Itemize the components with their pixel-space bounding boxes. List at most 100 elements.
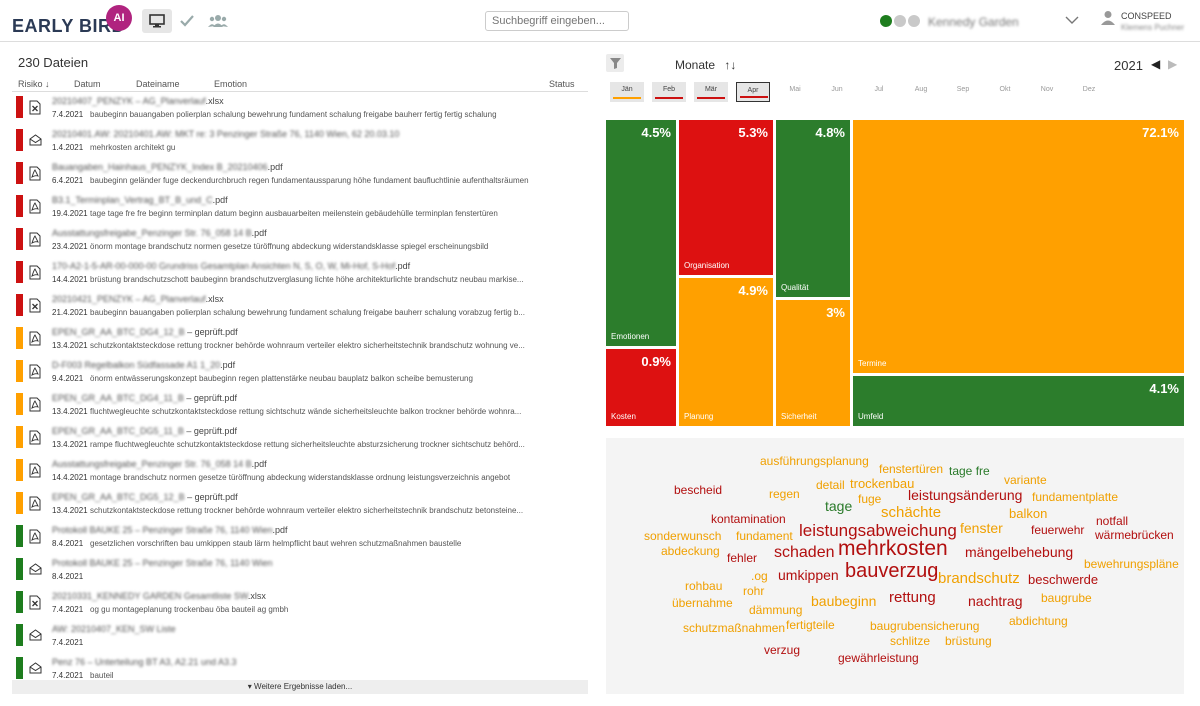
word-cloud-term[interactable]: kontamination [711,511,786,526]
load-more-button[interactable]: ▾ Weitere Ergebnisse laden... [12,680,588,694]
word-cloud-term[interactable]: ausführungsplanung [760,453,869,468]
table-row[interactable]: 170-A2-1-5-AR-00-000-00 Grundriss Gesamt… [12,258,588,291]
word-cloud-term[interactable]: tage [825,498,853,515]
word-cloud-term[interactable]: feuerwehr [1031,522,1085,537]
treemap-tile-umfeld[interactable]: 4.1% Umfeld [853,376,1184,426]
word-cloud-term[interactable]: sonderwunsch [644,528,722,543]
word-cloud-term[interactable]: tage fre [949,463,990,478]
previous-year-icon[interactable]: ◀ [1151,57,1161,71]
month-12[interactable]: Dez [1072,82,1106,102]
table-row[interactable]: EPEN_GR_AA_BTC_DG5_11_B – geprüft.pdf 13.… [12,423,588,456]
file-name[interactable]: 20210407_PENZYK – AG_Planverlauf.xlsx [52,96,224,106]
month-3[interactable]: Mär [694,82,728,102]
arrow-up-icon[interactable]: ↑ [724,58,731,72]
month-7[interactable]: Jul [862,82,896,102]
table-row[interactable]: 20210407_PENZYK – AG_Planverlauf.xlsx 7.4… [12,93,588,126]
month-10[interactable]: Okt [988,82,1022,102]
month-5[interactable]: Mai [778,82,812,102]
table-row[interactable]: EPEN_GR_AA_BTC_DG4_12_B – geprüft.pdf 13.… [12,324,588,357]
file-name[interactable]: B3.1_Terminplan_Vertrag_BT_B_und_C.pdf [52,195,228,205]
monitor-icon[interactable] [142,9,172,33]
word-cloud-term[interactable]: mehrkosten [838,537,948,561]
word-cloud-term[interactable]: trockenbau [850,475,915,491]
word-cloud-term[interactable]: nachtrag [968,593,1023,610]
table-row[interactable]: Bauangaben_Hainhaus_PENZYK_Index B_20210… [12,159,588,192]
treemap-tile-planung[interactable]: 4.9% Planung [679,278,773,426]
word-cloud-term[interactable]: brüstung [945,633,992,648]
file-name[interactable]: Ausstattungsfreigabe_Penzinger Str. 76_0… [52,459,267,469]
word-cloud-term[interactable]: wärmebrücken [1095,527,1174,542]
file-name[interactable]: 170-A2-1-5-AR-00-000-00 Grundriss Gesamt… [52,261,410,271]
word-cloud-term[interactable]: bewehrungspläne [1084,556,1179,571]
word-cloud-term[interactable]: gewährleistung [838,650,919,665]
filter-icon[interactable] [606,54,624,72]
file-name[interactable]: D-F003 Regelbalkon Südfassade A1 1_20.pd… [52,360,235,370]
word-cloud-term[interactable]: leistungsabweichung [799,520,957,540]
word-cloud-term[interactable]: bauverzug [845,560,939,582]
word-cloud-term[interactable]: schlitze [890,633,931,648]
column-date[interactable]: Datum [74,79,101,89]
treemap-tile-emotionen[interactable]: 4.5% Emotionen [606,120,676,346]
file-name[interactable]: Penz 76 – Unterteilung BT A3, A2.21 und … [52,657,236,667]
word-cloud-term[interactable]: abdichtung [1009,613,1068,628]
file-name[interactable]: AW: 20210407_KEN_SW Liste [52,624,176,634]
file-name[interactable]: Ausstattungsfreigabe_Penzinger Str. 76_0… [52,228,267,238]
table-row[interactable]: Ausstattungsfreigabe_Penzinger Str. 76_0… [12,456,588,489]
word-cloud-term[interactable]: rohbau [685,578,723,593]
month-9[interactable]: Sep [946,82,980,102]
word-cloud-term[interactable]: leistungsänderung [908,487,1023,504]
file-name[interactable]: Bauangaben_Hainhaus_PENZYK_Index B_20210… [52,162,283,172]
chevron-down-icon[interactable] [1065,12,1079,28]
word-cloud-term[interactable]: umkippen [778,567,839,584]
file-name[interactable]: EPEN_GR_AA_BTC_DG5_11_B – geprüft.pdf [52,426,237,436]
word-cloud-term[interactable]: regen [769,486,800,501]
word-cloud-term[interactable]: fertigteile [786,617,835,632]
file-name[interactable]: Protokoll BAUKE 25 – Penzinger Straße 76… [52,525,287,535]
file-name[interactable]: 20210421_PENZYK – AG_Planverlauf.xlsx [52,294,224,304]
word-cloud-term[interactable]: schaden [774,544,835,562]
word-cloud-term[interactable]: baugrube [1041,590,1092,605]
table-row[interactable]: EPEN_GR_AA_BTC_DG5_12_B – geprüft.pdf 13.… [12,489,588,522]
word-cloud-term[interactable]: fundament [736,528,793,543]
table-row[interactable]: Penz 76 – Unterteilung BT A3, A2.21 und … [12,654,588,680]
file-name[interactable]: 20210331_KENNEDY GARDEN Gesamtliste SW.x… [52,591,266,601]
word-cloud-term[interactable]: baugrubensicherung [870,618,980,633]
word-cloud-term[interactable]: balkon [1009,505,1048,521]
table-row[interactable]: B3.1_Terminplan_Vertrag_BT_B_und_C.pdf 19… [12,192,588,225]
arrow-down-icon[interactable]: ↓ [730,58,737,72]
word-cloud-term[interactable]: dämmung [749,602,803,617]
table-row[interactable]: Protokoll BAUKE 25 – Penzinger Straße 76… [12,522,588,555]
table-row[interactable]: D-F003 Regelbalkon Südfassade A1 1_20.pd… [12,357,588,390]
project-selector-label[interactable]: Kennedy Garden [928,15,1019,29]
treemap-tile-organisation[interactable]: 5.3% Organisation [679,120,773,275]
table-row[interactable]: 20210331_KENNEDY GARDEN Gesamtliste SW.x… [12,588,588,621]
month-4[interactable]: Apr [736,82,770,102]
word-cloud-term[interactable]: fuge [858,491,882,506]
column-risk[interactable]: Risiko ↓ [18,79,50,89]
month-6[interactable]: Jun [820,82,854,102]
word-cloud-term[interactable]: beschwerde [1028,571,1099,587]
word-cloud-term[interactable]: detail [816,477,845,492]
table-row[interactable]: Protokoll BAUKE 25 – Penzinger Straße 76… [12,555,588,588]
month-1[interactable]: Jän [610,82,644,102]
month-2[interactable]: Feb [652,82,686,102]
file-name[interactable]: EPEN_GR_AA_BTC_DG4_12_B – geprüft.pdf [52,327,238,337]
column-status[interactable]: Status [549,79,575,89]
word-cloud-term[interactable]: rohr [743,583,765,598]
table-row[interactable]: 20210401.AW: 20210401.AW: MKT re: 3 Penz… [12,126,588,159]
table-row[interactable]: Ausstattungsfreigabe_Penzinger Str. 76_0… [12,225,588,258]
table-row[interactable]: AW: 20210407_KEN_SW Liste 7.4.2021 [12,621,588,654]
word-cloud-term[interactable]: schutzmaßnahmen [683,620,786,635]
word-cloud-term[interactable]: notfall [1096,513,1129,528]
next-year-icon[interactable]: ▶ [1168,57,1178,71]
word-cloud-term[interactable]: variante [1004,472,1047,487]
month-8[interactable]: Aug [904,82,938,102]
word-cloud-term[interactable]: fehler [727,550,758,565]
column-emotion[interactable]: Emotion [214,79,248,89]
word-cloud-term[interactable]: baubeginn [811,593,877,610]
search-input[interactable] [485,11,629,31]
month-11[interactable]: Nov [1030,82,1064,102]
word-cloud-term[interactable]: brandschutz [938,570,1020,588]
table-row[interactable]: 20210421_PENZYK – AG_Planverlauf.xlsx 21.… [12,291,588,324]
word-cloud-term[interactable]: fenster [960,520,1003,537]
